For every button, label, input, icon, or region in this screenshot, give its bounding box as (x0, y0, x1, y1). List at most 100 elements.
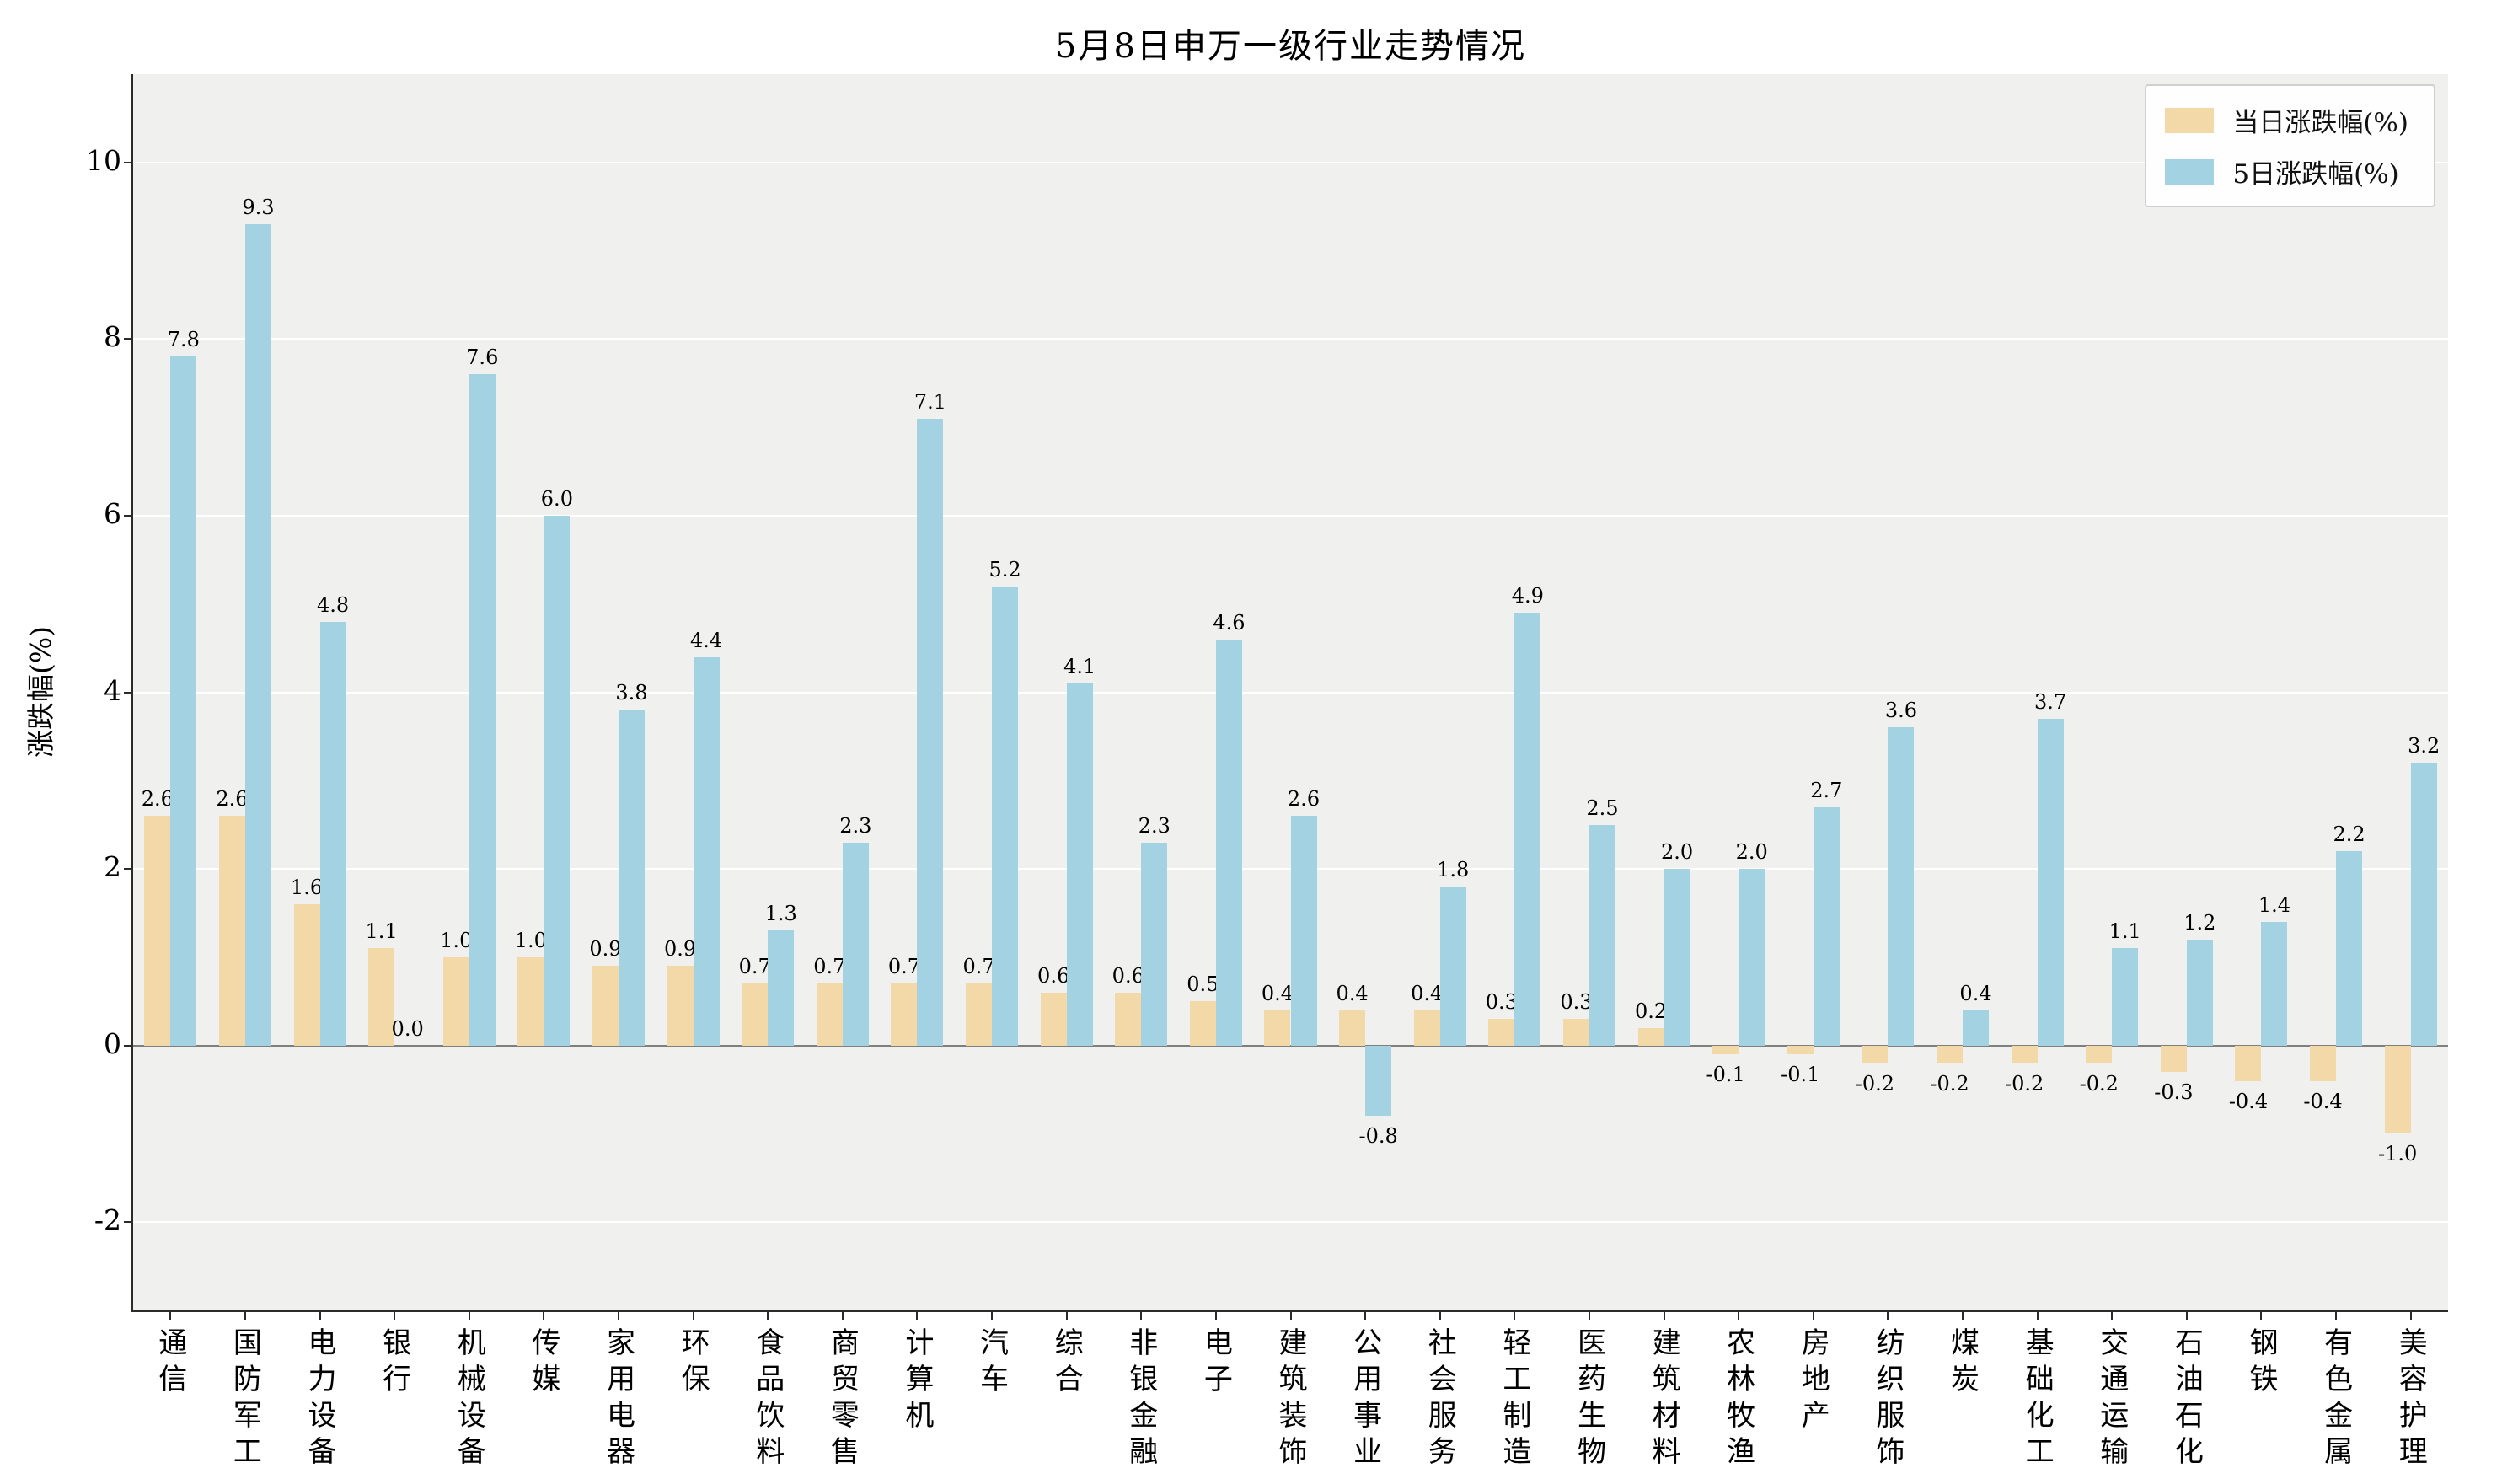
bar-value-daily: 0.9 (663, 937, 697, 962)
x-tick-mark (2036, 1312, 2039, 1320)
bar-value-5day: 2.3 (839, 813, 872, 838)
x-tick-label: 综合 (1049, 1327, 1084, 1400)
bar-value-daily: 0.9 (589, 937, 622, 962)
bar-daily (2011, 1045, 2038, 1063)
x-tick-label: 计算机 (899, 1327, 934, 1436)
bar-value-5day: 4.1 (1063, 655, 1096, 679)
bar-value-daily: -0.4 (2303, 1089, 2343, 1113)
bar-daily (144, 816, 171, 1046)
bar-daily (442, 956, 469, 1046)
bar-value-5day: 2.5 (1586, 796, 1619, 820)
y-tick-label: 4 (104, 673, 121, 707)
bar-5day (768, 930, 795, 1046)
x-tick-label: 电子 (1198, 1327, 1233, 1400)
bar-value-daily: 0.7 (887, 955, 921, 979)
bar-value-5day: 1.8 (1437, 858, 1470, 882)
bar-5day (1439, 887, 1466, 1046)
x-tick-label: 交通运输 (2094, 1327, 2129, 1472)
y-tick-label: -2 (94, 1203, 121, 1237)
y-tick-label: 10 (86, 143, 121, 177)
bar-daily (592, 966, 619, 1046)
bar-value-5day: 4.8 (316, 592, 350, 617)
bar-value-5day: 7.1 (913, 389, 947, 414)
bar-daily (1339, 1010, 1366, 1046)
bar-daily (1712, 1045, 1739, 1055)
bar-value-5day: 9.3 (242, 196, 275, 220)
x-tick-label: 煤炭 (1945, 1327, 1980, 1400)
y-tick-mark (124, 1044, 131, 1047)
bar-value-5day: 2.0 (1735, 840, 1768, 865)
bar-daily (891, 983, 918, 1046)
bar-value-daily: 0.5 (1187, 972, 1219, 997)
x-tick-mark (1887, 1312, 1889, 1320)
bar-daily (966, 983, 993, 1046)
gridline-y-6 (133, 514, 2448, 517)
x-tick-mark (1514, 1312, 1516, 1320)
x-tick-label: 房地产 (1796, 1327, 1830, 1436)
bar-5day (693, 656, 720, 1046)
bar-value-daily: -0.2 (2004, 1071, 2044, 1096)
bar-value-daily: 2.6 (216, 787, 249, 812)
bar-daily (218, 816, 245, 1046)
bar-value-5day: 1.3 (764, 902, 797, 926)
bar-value-daily: 0.3 (1485, 990, 1518, 1015)
bar-value-5day: 3.7 (2034, 689, 2067, 714)
y-axis-spine (131, 74, 133, 1312)
bar-daily (2160, 1045, 2187, 1073)
x-tick-label: 建筑材料 (1647, 1327, 1681, 1472)
legend-swatch-daily (2165, 107, 2215, 133)
x-tick-mark (244, 1312, 246, 1320)
bar-5day (170, 356, 197, 1046)
x-tick-mark (169, 1312, 172, 1320)
x-tick-label: 美容护理 (2393, 1327, 2428, 1472)
bar-5day (2112, 948, 2139, 1046)
bar-value-daily: -0.2 (1930, 1071, 1969, 1096)
bar-5day (1290, 816, 1317, 1046)
bar-5day (1664, 869, 1690, 1046)
gridline-y-10 (133, 161, 2448, 163)
bar-value-daily: 1.0 (440, 928, 473, 952)
x-tick-mark (767, 1312, 769, 1320)
x-tick-mark (2260, 1312, 2263, 1320)
x-tick-mark (2409, 1312, 2412, 1320)
legend-swatch-5day (2165, 158, 2215, 185)
x-tick-label: 有色金属 (2318, 1327, 2353, 1472)
bar-daily (1787, 1045, 1814, 1055)
chart-title: 5月8日申万一级行业走势情况 (1055, 27, 1526, 66)
x-tick-mark (2111, 1312, 2114, 1320)
bar-value-daily: 0.4 (1261, 981, 1294, 1005)
bar-value-5day: 7.8 (167, 328, 200, 352)
bar-5day (2037, 718, 2064, 1046)
bar-value-5day: 1.2 (2183, 910, 2216, 935)
bar-value-daily: 0.4 (1336, 981, 1369, 1005)
y-tick-mark (124, 691, 131, 694)
y-tick-label: 6 (104, 496, 121, 530)
bar-value-daily: 1.6 (290, 875, 324, 899)
x-tick-label: 非银金融 (1123, 1327, 1158, 1472)
x-tick-mark (2185, 1312, 2188, 1320)
x-tick-label: 石油石化 (2169, 1327, 2204, 1472)
gridline-y-4 (133, 691, 2448, 694)
x-tick-label: 电力设备 (303, 1327, 337, 1472)
bar-5day (1888, 727, 1915, 1046)
bar-daily (816, 983, 843, 1046)
bar-5day (544, 515, 571, 1046)
x-axis-spine (131, 1310, 2448, 1312)
x-tick-mark (2335, 1312, 2338, 1320)
bar-value-daily: 2.6 (141, 787, 174, 812)
bar-value-5day: 1.4 (2258, 892, 2291, 917)
y-tick-mark (124, 514, 131, 517)
x-tick-label: 纺织服饰 (1870, 1327, 1905, 1472)
bar-5day (1365, 1045, 1392, 1117)
legend-item-daily: 当日涨跌幅(%) (2165, 101, 2408, 139)
bar-value-daily: 0.7 (962, 955, 995, 979)
bar-5day (2336, 851, 2363, 1046)
bar-value-5day: 7.6 (466, 346, 499, 370)
bar-5day (842, 842, 869, 1046)
bar-value-daily: 0.3 (1560, 990, 1593, 1015)
legend: 当日涨跌幅(%) 5日涨跌幅(%) (2145, 84, 2435, 207)
bar-5day (1589, 824, 1615, 1046)
bar-5day (1514, 613, 1541, 1046)
bar-value-5day: 0.4 (1959, 981, 1992, 1005)
